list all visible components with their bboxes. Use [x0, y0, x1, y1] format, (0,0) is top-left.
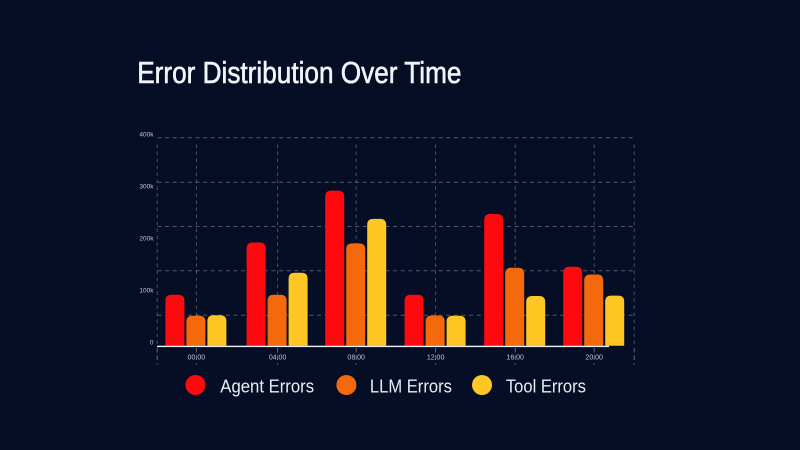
svg-text:Tool Errors: Tool Errors — [506, 376, 586, 397]
svg-text:400k: 400k — [139, 132, 154, 139]
svg-text:20:00: 20:00 — [585, 355, 603, 362]
svg-text:08:00: 08:00 — [347, 355, 365, 362]
svg-text:LLM Errors: LLM Errors — [370, 376, 452, 397]
svg-text:200k: 200k — [139, 236, 154, 243]
svg-text:Agent Errors: Agent Errors — [220, 376, 314, 397]
svg-text:100k: 100k — [139, 288, 154, 295]
svg-text:00:00: 00:00 — [188, 355, 206, 362]
svg-text:300k: 300k — [139, 184, 154, 191]
svg-text:16:00: 16:00 — [506, 355, 524, 362]
svg-text:04:00: 04:00 — [269, 355, 287, 362]
svg-text:0: 0 — [150, 340, 154, 347]
svg-text:Error Distribution Over Time: Error Distribution Over Time — [137, 56, 461, 90]
svg-text:12:00: 12:00 — [427, 355, 445, 362]
